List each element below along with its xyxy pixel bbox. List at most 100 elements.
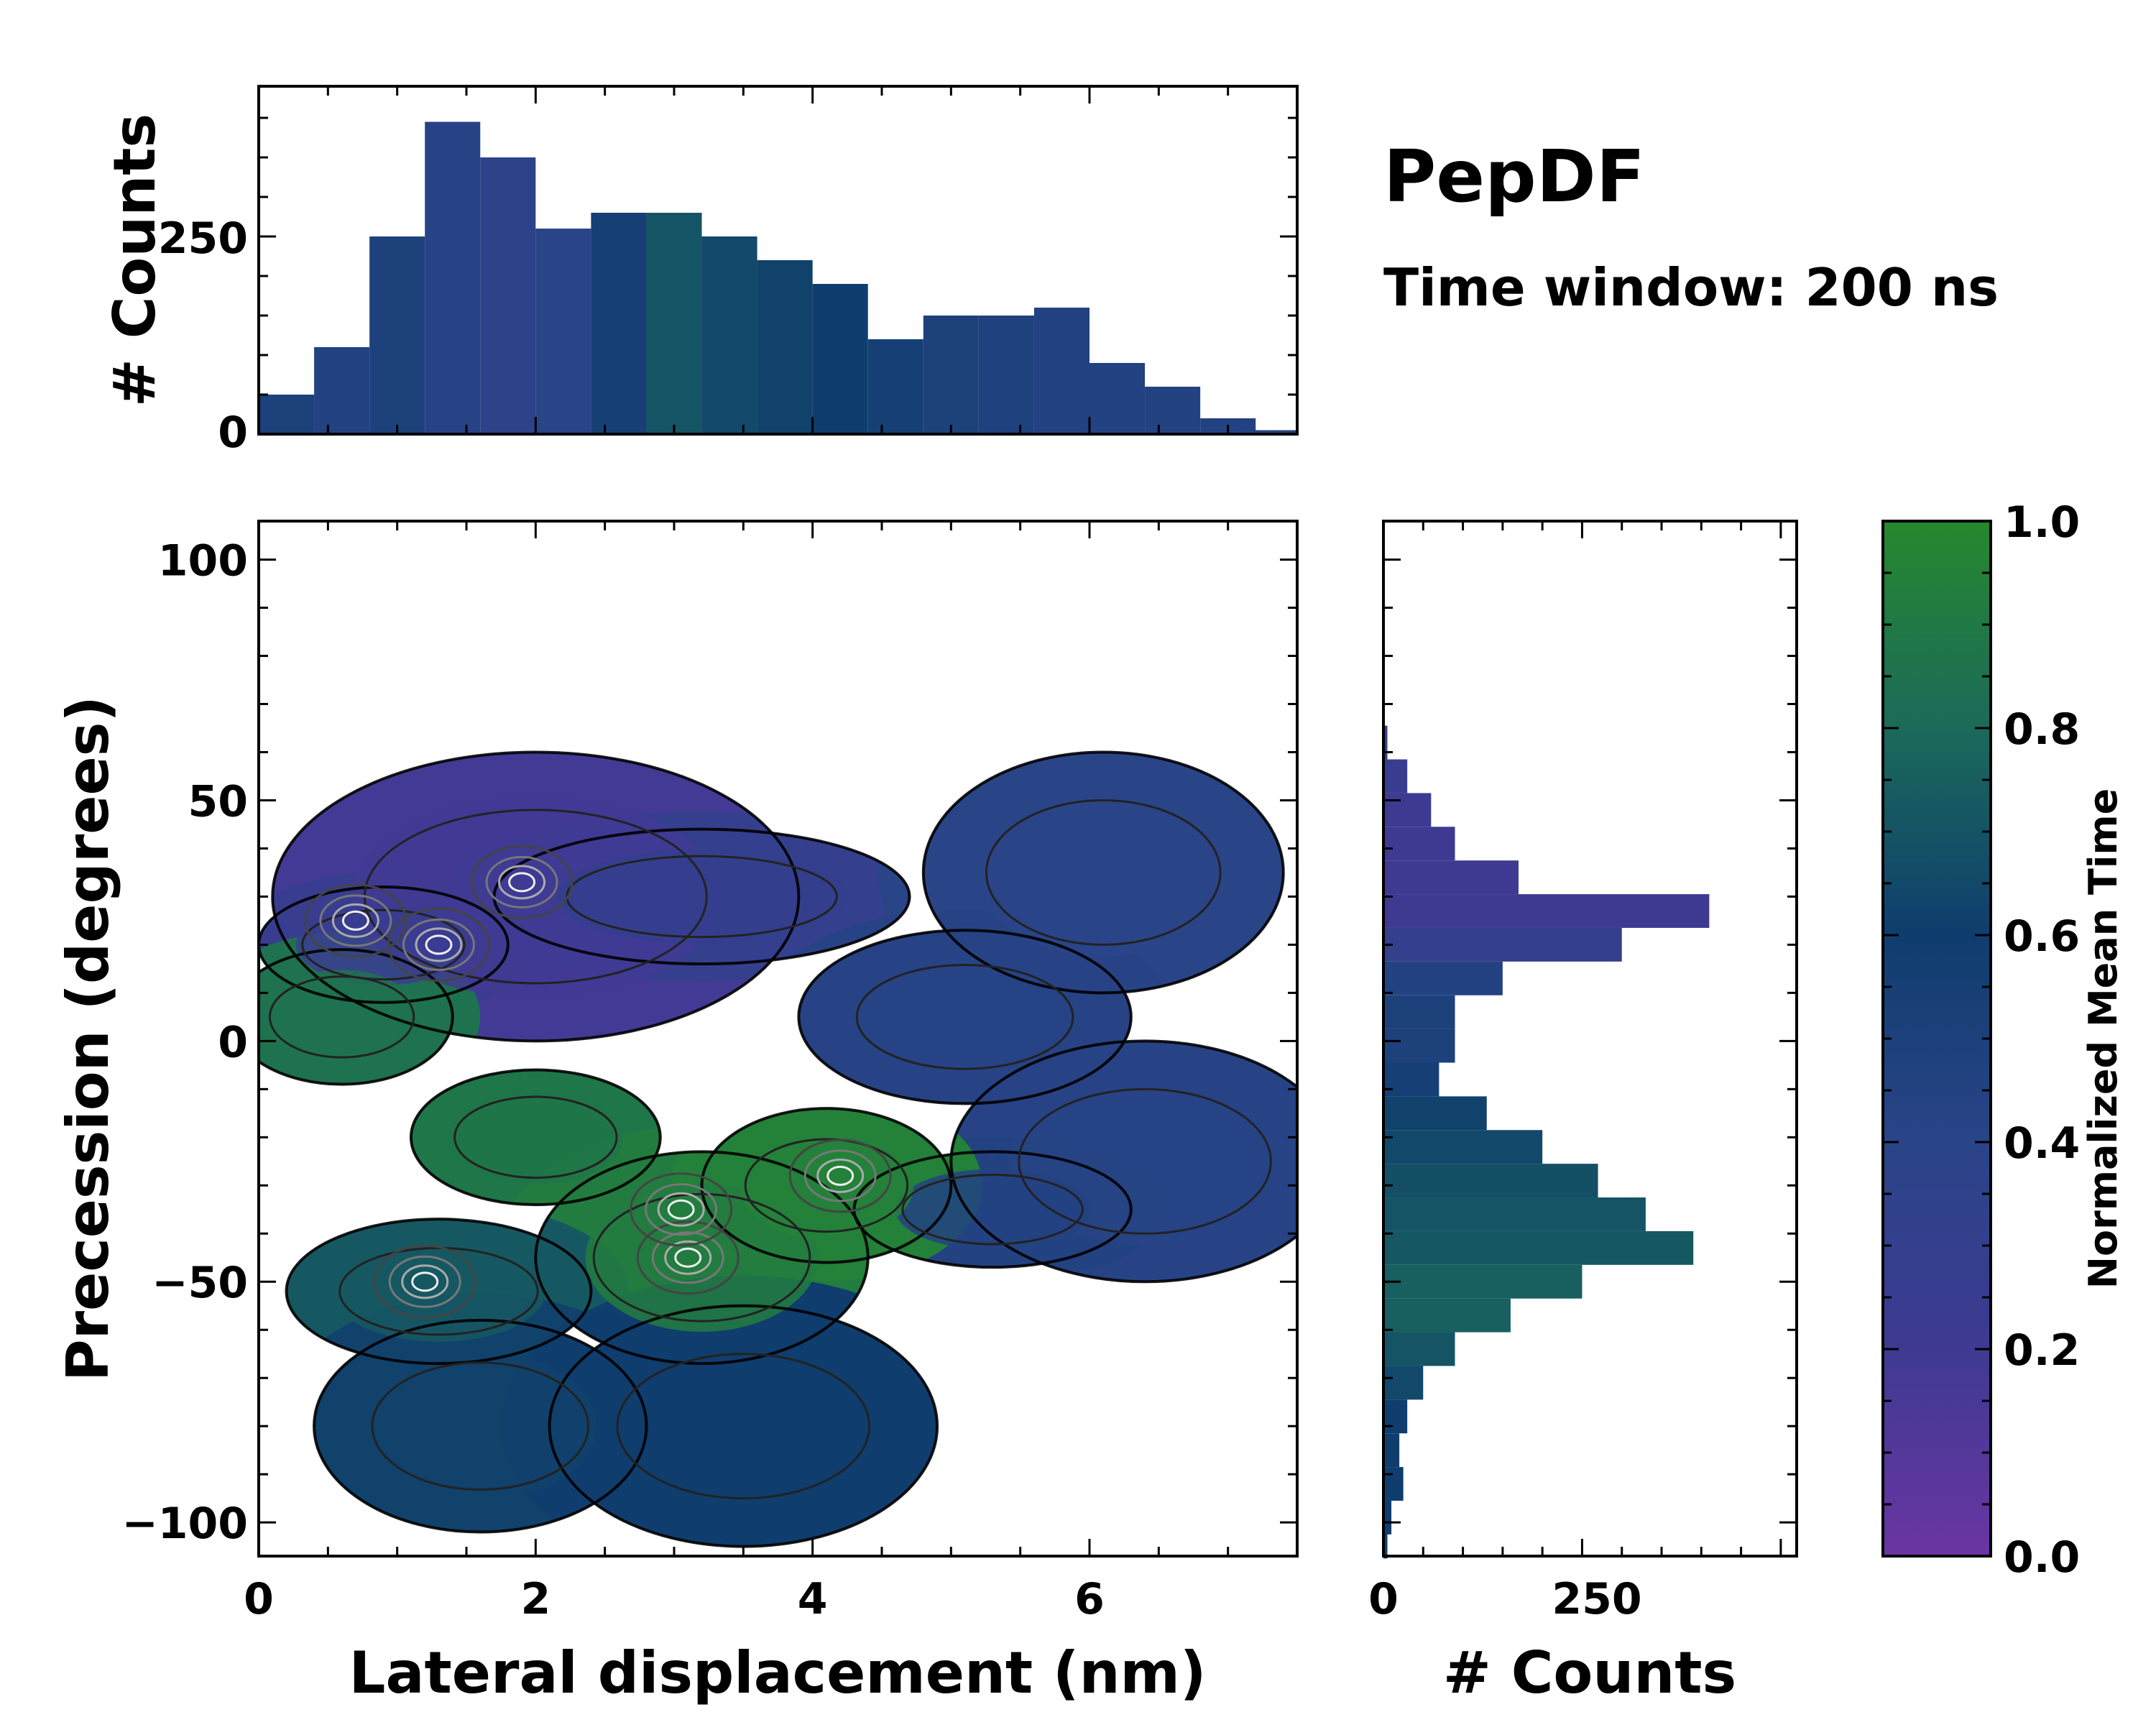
right-histogram-bar — [1383, 1096, 1487, 1131]
main-ytick-label: −100 — [121, 1499, 248, 1549]
density-peak-contour — [498, 865, 546, 900]
colorbar-ticks — [1883, 520, 1991, 1558]
colorbar: 0.0 0.2 0.4 0.6 0.8 1.0 Normalized Mean Time — [1881, 497, 2126, 1583]
density-peak-contour — [319, 894, 392, 947]
main-xtick-label: 4 — [798, 1574, 828, 1624]
colorbar-tick-label: 0.4 — [2004, 1118, 2080, 1169]
right-histogram-bar — [1383, 1197, 1646, 1231]
heatmap-region-core — [739, 1131, 914, 1240]
right-histogram-bar — [1383, 793, 1432, 827]
top-histogram-bar — [1089, 363, 1146, 434]
density-contour — [268, 975, 415, 1059]
colorbar-tick-label: 1.0 — [2004, 497, 2080, 548]
density-peak-contour — [401, 1264, 449, 1300]
top-histogram-bar — [535, 229, 591, 434]
right-histogram: 0 250 # Counts — [1368, 520, 1798, 1706]
density-contour — [592, 1192, 811, 1322]
density-peak-contour — [816, 1158, 865, 1193]
right-histogram-bar — [1383, 1366, 1424, 1400]
heatmap-outline-segment — [700, 1107, 953, 1264]
density-peak-contour — [803, 1149, 877, 1202]
density-peak-contour — [402, 918, 475, 971]
colorbar-fill — [1881, 520, 1992, 1558]
colorbar-tick-label: 0.0 — [2004, 1532, 2080, 1583]
heatmap-outline-segment — [921, 750, 1285, 995]
heatmap-region-core — [977, 788, 1230, 957]
right-xtick-label-250: 250 — [1552, 1574, 1641, 1624]
density-peak-contour — [470, 845, 573, 919]
top-histogram-bar — [867, 339, 923, 434]
density-peak-contour — [630, 1172, 733, 1247]
right-histogram-bar — [1383, 725, 1388, 760]
right-histogram-bar — [1383, 860, 1519, 895]
main-ytick-label: 50 — [188, 776, 249, 827]
main-xtick-label: 2 — [520, 1574, 550, 1624]
right-histogram-bar — [1383, 1500, 1392, 1535]
density-peak-contour — [667, 1199, 695, 1220]
right-histogram-bar — [1383, 1467, 1404, 1501]
colorbar-tick-label: 0.6 — [2004, 911, 2080, 962]
colorbar-tick-label: 0.8 — [2004, 704, 2080, 755]
heatmap-region-core — [585, 1183, 819, 1332]
heatmap-region-core — [296, 904, 471, 985]
top-histogram-ticks — [257, 86, 1299, 436]
top-histogram-bar — [978, 316, 1034, 434]
top-ytick-label-0: 0 — [218, 408, 248, 458]
heatmap-outline-segment — [259, 948, 454, 1086]
density-peak-contour — [485, 855, 558, 908]
top-histogram: 250 0 # Counts — [101, 85, 1299, 458]
density-peak-contour — [331, 903, 379, 938]
heatmap-region-core — [448, 1090, 623, 1184]
right-histogram-bar — [1383, 1433, 1400, 1468]
density-peak-contour — [388, 1255, 461, 1308]
main-xlabel: Lateral displacement (nm) — [349, 1639, 1207, 1706]
density-peak-contour — [508, 872, 536, 893]
density-peak-contour — [341, 910, 369, 931]
top-histogram-bar — [425, 121, 481, 434]
top-histogram-bar — [757, 260, 813, 434]
right-histogram-frame — [1382, 520, 1798, 1558]
density-peak-contour — [651, 1231, 724, 1284]
main-xtick-label: 0 — [244, 1574, 274, 1624]
heatmap-outline-segment — [271, 750, 801, 1043]
density-peak-contour — [373, 1244, 476, 1319]
main-plot-frame — [257, 520, 1299, 1558]
right-histogram-bar — [1383, 1264, 1583, 1299]
heatmap-region-core — [364, 1352, 597, 1501]
top-histogram-bar — [369, 236, 425, 434]
top-histogram-bars — [259, 121, 1297, 434]
right-histogram-bar — [1383, 759, 1408, 794]
top-histogram-bar — [1241, 430, 1297, 434]
density-peak-contour — [636, 1220, 740, 1295]
colorbar-tick-label: 0.2 — [2004, 1325, 2080, 1376]
main-ytick-label: 0 — [218, 1017, 248, 1067]
top-ytick-label-250: 250 — [158, 213, 248, 264]
right-xlabel: # Counts — [1443, 1639, 1736, 1706]
heatmap-outline-segment — [797, 929, 1133, 1105]
density-peak-contour — [304, 883, 407, 958]
density-contour — [744, 1138, 909, 1233]
density-peak-contour — [674, 1247, 702, 1268]
density-contour — [901, 1174, 1084, 1246]
top-ylabel: # Counts — [101, 114, 168, 407]
top-histogram-bar — [646, 213, 702, 434]
main-ytick-label: 100 — [158, 536, 248, 586]
density-peak-contour — [415, 927, 463, 962]
heatmap-region-core — [895, 1169, 1089, 1251]
right-histogram-bar — [1383, 1230, 1694, 1265]
top-histogram-bar — [1145, 387, 1201, 434]
density-contours — [268, 799, 1272, 1500]
right-histogram-bar — [1383, 1164, 1598, 1198]
density-peak-contour — [788, 1138, 892, 1213]
right-histogram-bar — [1383, 1130, 1543, 1164]
heatmap-regions — [259, 752, 1297, 1547]
right-histogram-bar — [1383, 1332, 1455, 1366]
main-ytick-labels: 100 50 0 −50 −100 — [121, 536, 248, 1550]
top-histogram-bar — [591, 213, 647, 434]
right-histogram-bar — [1383, 1524, 1388, 1559]
density-contour — [985, 799, 1222, 946]
main-2d-histogram: 0 2 4 6 100 50 0 −50 −100 Lateral displacement … — [55, 520, 1299, 1706]
right-histogram-bar — [1383, 995, 1455, 1029]
colorbar-tick-labels: 0.0 0.2 0.4 0.6 0.8 1.0 — [2004, 497, 2080, 1583]
